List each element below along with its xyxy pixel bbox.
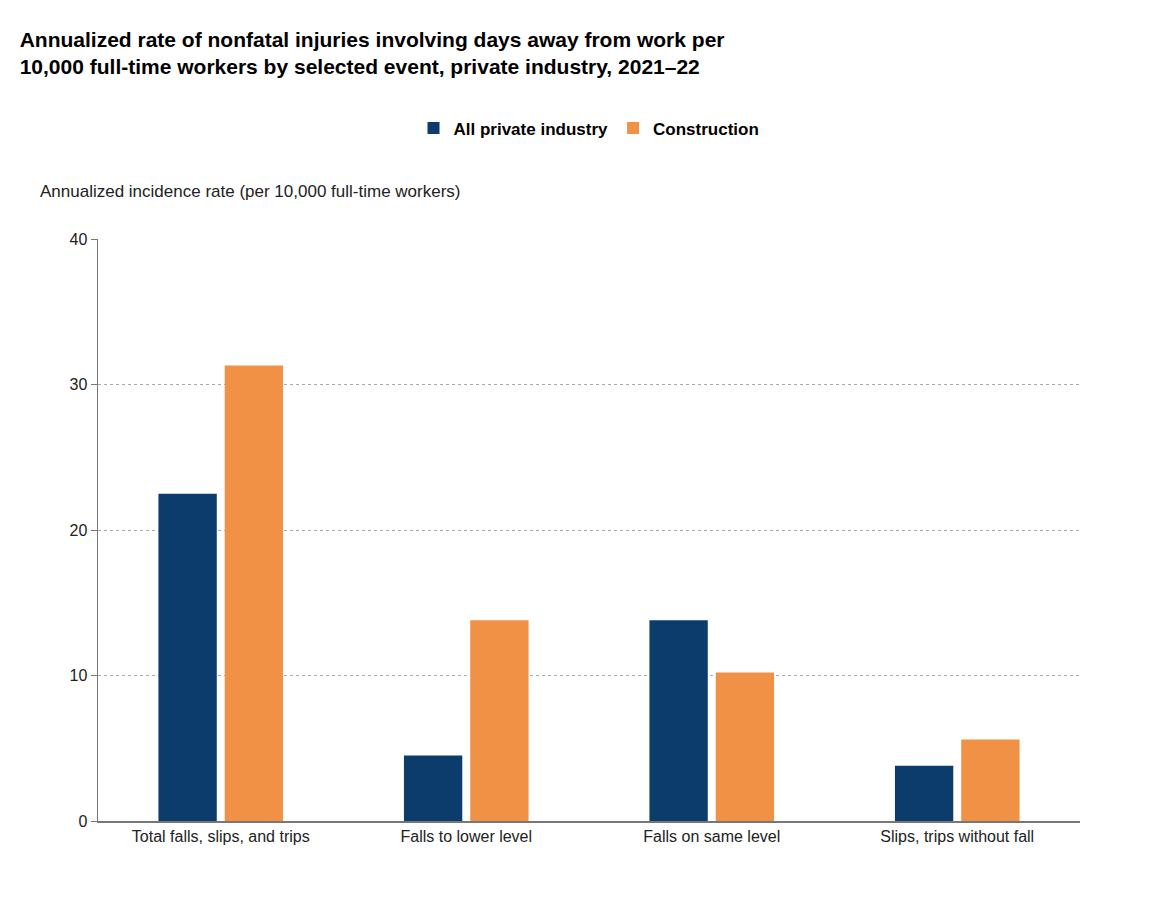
svg-text:40: 40 <box>70 231 88 248</box>
svg-text:Annualized incidence rate (per: Annualized incidence rate (per 10,000 fu… <box>40 182 460 201</box>
svg-text:Falls to lower level: Falls to lower level <box>400 828 532 845</box>
svg-text:Total falls, slips, and trips: Total falls, slips, and trips <box>132 828 310 845</box>
svg-text:10: 10 <box>70 667 88 684</box>
svg-text:Falls on same level: Falls on same level <box>643 828 780 845</box>
svg-text:Slips, trips without fall: Slips, trips without fall <box>880 828 1034 845</box>
svg-text:All private industry: All private industry <box>454 120 609 139</box>
svg-text:30: 30 <box>70 376 88 393</box>
svg-text:Construction: Construction <box>653 120 759 139</box>
svg-text:Annualized rate of nonfatal in: Annualized rate of nonfatal injuries inv… <box>20 28 725 78</box>
svg-text:20: 20 <box>70 522 88 539</box>
svg-text:0: 0 <box>78 813 87 830</box>
